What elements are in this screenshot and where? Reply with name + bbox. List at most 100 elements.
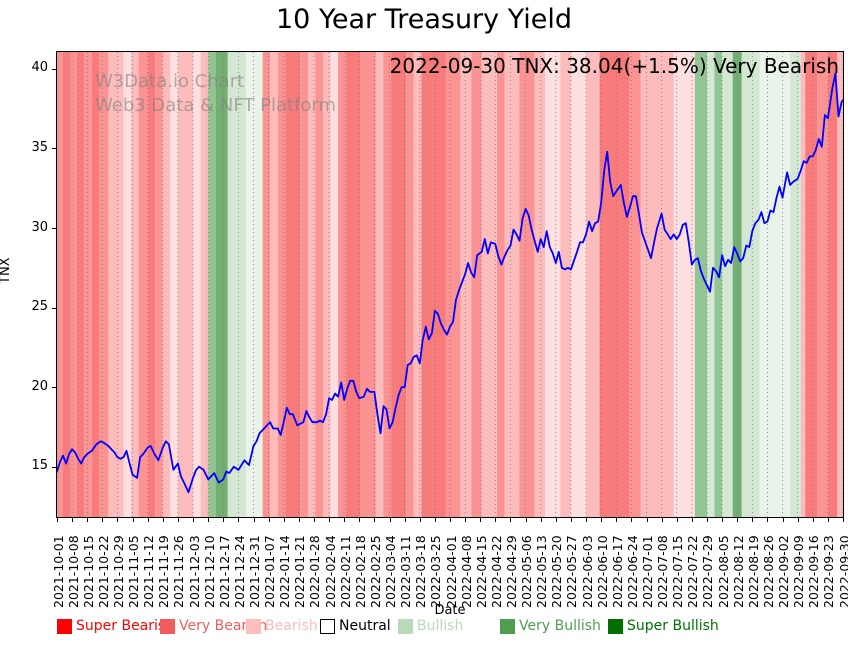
- sentiment-band: [640, 52, 674, 517]
- x-tick-mark: [797, 518, 799, 522]
- x-tick-mark: [525, 518, 527, 522]
- sentiment-band: [360, 52, 376, 517]
- x-tick-label: 2022-05-06: [519, 535, 535, 608]
- x-tick-label: 2022-09-02: [776, 535, 792, 608]
- sentiment-band: [57, 52, 63, 517]
- x-tick-mark: [374, 518, 376, 522]
- sentiment-band: [673, 52, 695, 517]
- x-tick-mark: [510, 518, 512, 522]
- x-tick-label: 2021-12-31: [247, 535, 262, 608]
- sentiment-band: [694, 52, 707, 517]
- x-tick-mark: [359, 518, 361, 522]
- x-tick-label: 2022-03-11: [398, 535, 414, 608]
- sentiment-band: [629, 52, 641, 517]
- sentiment-band: [170, 52, 178, 517]
- sentiment-band: [262, 52, 271, 517]
- x-tick-label: 2022-06-03: [579, 535, 595, 608]
- legend-item: Very Bullish: [500, 618, 601, 634]
- x-tick-label: 2022-02-11: [337, 535, 353, 608]
- sentiment-band: [406, 52, 414, 517]
- y-tick-mark: [52, 228, 56, 229]
- x-tick-mark: [586, 518, 588, 522]
- sentiment-band: [338, 52, 346, 517]
- legend-item: Very Bearish: [160, 618, 267, 634]
- x-tick-label: 2021-12-17: [216, 535, 232, 608]
- sentiment-band: [84, 52, 92, 517]
- x-tick-mark: [72, 518, 74, 522]
- x-tick-mark: [540, 518, 542, 522]
- x-tick-label: 2022-04-08: [458, 535, 474, 608]
- sentiment-band: [383, 52, 392, 517]
- x-tick-label: 2022-04-29: [503, 535, 519, 608]
- legend-swatch-icon: [57, 618, 72, 634]
- sentiment-band: [586, 52, 600, 517]
- sentiment-band: [534, 52, 546, 517]
- x-tick-label: 2022-07-15: [670, 535, 686, 608]
- sentiment-band: [193, 52, 201, 517]
- x-tick-mark: [631, 518, 633, 522]
- legend-item: Super Bearish: [57, 618, 174, 634]
- y-tick-mark: [52, 68, 56, 70]
- x-tick-mark: [843, 518, 844, 522]
- watermark: W3Data.io Chart Web3 Data & NFT Platform: [95, 70, 336, 118]
- legend-label: Bearish: [265, 618, 318, 634]
- sentiment-band: [323, 52, 331, 517]
- x-tick-label: 2022-06-10: [594, 535, 610, 608]
- x-tick-mark: [616, 518, 618, 522]
- x-tick-label: 2022-03-25: [428, 535, 444, 608]
- x-tick-mark: [419, 518, 421, 522]
- sentiment-band: [837, 52, 843, 517]
- legend-label: Bullish: [417, 618, 464, 634]
- x-tick-label: 2022-07-29: [700, 535, 716, 608]
- legend-item: Neutral: [320, 618, 391, 634]
- sentiment-band: [421, 52, 446, 517]
- sentiment-band: [496, 52, 505, 517]
- sentiment-band: [504, 52, 520, 517]
- x-tick-label: 2021-11-05: [126, 535, 142, 608]
- y-tick-label: 30: [31, 219, 48, 235]
- sentiment-band: [108, 52, 124, 517]
- legend-swatch-icon: [398, 618, 413, 634]
- x-tick-label: 2022-09-09: [791, 535, 807, 608]
- x-tick-label: 2022-03-18: [413, 535, 429, 608]
- x-tick-label: 2022-08-26: [760, 535, 776, 608]
- x-tick-mark: [495, 518, 497, 522]
- y-tick-mark: [52, 148, 56, 150]
- x-tick-label: 2022-01-21: [292, 535, 308, 608]
- x-tick-label: 2021-10-08: [65, 535, 81, 608]
- sentiment-band: [307, 52, 316, 517]
- x-tick-label: 2022-05-13: [534, 535, 550, 608]
- legend-label: Neutral: [339, 618, 391, 634]
- x-tick-label: 2022-08-12: [730, 535, 746, 608]
- x-tick-mark: [706, 518, 708, 522]
- legend-swatch-icon: [246, 618, 261, 634]
- x-axis-title: Date: [434, 603, 466, 618]
- x-tick-mark: [404, 518, 406, 522]
- x-tick-label: 2021-10-22: [95, 535, 111, 608]
- sentiment-band: [277, 52, 286, 517]
- x-tick-label: 2022-05-27: [564, 535, 580, 608]
- x-tick-label: 2021-11-26: [171, 535, 187, 608]
- sentiment-band: [63, 52, 71, 517]
- sentiment-band: [99, 52, 109, 517]
- x-tick-label: 2022-04-01: [443, 535, 459, 608]
- y-tick-label: 15: [31, 458, 48, 474]
- x-tick-label: 2022-08-05: [715, 535, 731, 608]
- x-tick-label: 2021-12-03: [186, 535, 202, 608]
- x-tick-mark: [450, 518, 451, 522]
- sentiment-band: [345, 52, 361, 517]
- x-tick-label: 2022-02-04: [322, 535, 338, 608]
- legend-swatch-icon: [160, 618, 175, 634]
- x-tick-label: 2022-02-18: [352, 535, 368, 608]
- x-tick-mark: [283, 518, 285, 522]
- x-tick-mark: [827, 518, 829, 522]
- x-tick-mark: [434, 518, 436, 522]
- sentiment-band: [200, 52, 209, 517]
- sentiment-band: [245, 52, 263, 517]
- sentiment-band: [375, 52, 384, 517]
- x-tick-label: 2022-09-30: [836, 535, 848, 608]
- sentiment-band: [131, 52, 139, 517]
- sentiment-band: [76, 52, 85, 517]
- x-tick-mark: [147, 518, 149, 522]
- x-tick-mark: [661, 518, 663, 522]
